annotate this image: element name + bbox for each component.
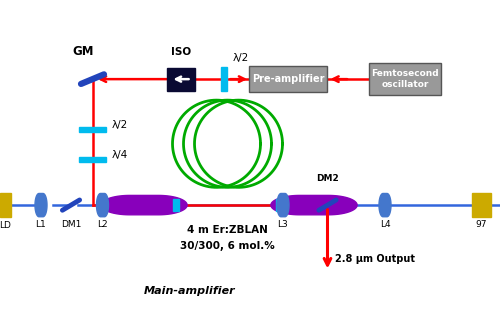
Text: L3: L3: [278, 220, 288, 229]
Bar: [0, 193, 11, 217]
Polygon shape: [271, 195, 357, 215]
Text: ISO: ISO: [172, 47, 192, 57]
Bar: [472, 193, 490, 217]
Polygon shape: [277, 193, 289, 217]
Text: λ/2: λ/2: [232, 53, 249, 63]
Text: 4 m Er:ZBLAN: 4 m Er:ZBLAN: [187, 224, 268, 234]
Text: Pre-amplifier: Pre-amplifier: [252, 74, 324, 84]
Bar: [220, 67, 226, 91]
Bar: [79, 157, 106, 162]
Text: 97: 97: [475, 220, 487, 229]
Polygon shape: [101, 195, 187, 215]
FancyBboxPatch shape: [249, 66, 327, 92]
Text: 2.8 μm Output: 2.8 μm Output: [335, 254, 415, 264]
Bar: [168, 68, 196, 91]
FancyBboxPatch shape: [369, 63, 442, 95]
Polygon shape: [379, 193, 391, 217]
Text: LD: LD: [0, 221, 12, 230]
Bar: [79, 127, 106, 132]
Polygon shape: [96, 193, 108, 217]
Text: DM1: DM1: [61, 220, 81, 229]
Text: λ/2: λ/2: [112, 120, 128, 130]
Text: L4: L4: [380, 220, 390, 229]
Bar: [173, 200, 179, 211]
Polygon shape: [35, 193, 47, 217]
Bar: [276, 200, 282, 211]
Text: L2: L2: [97, 220, 108, 229]
Text: Main-amplifier: Main-amplifier: [144, 286, 236, 296]
Text: GM: GM: [72, 45, 94, 58]
Text: DM2: DM2: [316, 174, 339, 183]
Text: λ/4: λ/4: [112, 150, 128, 160]
Text: L1: L1: [36, 220, 46, 229]
Text: 30/300, 6 mol.%: 30/300, 6 mol.%: [180, 241, 275, 251]
Text: Femtosecond
oscillator: Femtosecond oscillator: [371, 69, 439, 89]
